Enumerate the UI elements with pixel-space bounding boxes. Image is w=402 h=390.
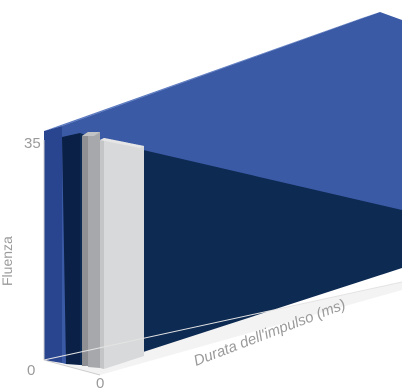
series-3-top <box>82 132 100 136</box>
x-tick-min: 0 <box>96 375 104 390</box>
series-3-front <box>88 132 100 368</box>
series-1-side <box>44 126 62 363</box>
y-axis-label: Fluenza <box>0 236 15 286</box>
y-tick-min: 0 <box>27 362 35 379</box>
x-axis-line <box>43 281 402 361</box>
series-2-side <box>62 133 80 365</box>
series-2-front <box>80 133 402 366</box>
y-tick-max: 35 <box>24 135 41 152</box>
series-4-top <box>100 138 144 148</box>
series-4-side <box>100 138 104 369</box>
depth-axis-line <box>43 359 101 376</box>
series-4-front <box>104 138 144 369</box>
series-3-side <box>82 132 88 366</box>
series-1-top <box>44 12 380 131</box>
